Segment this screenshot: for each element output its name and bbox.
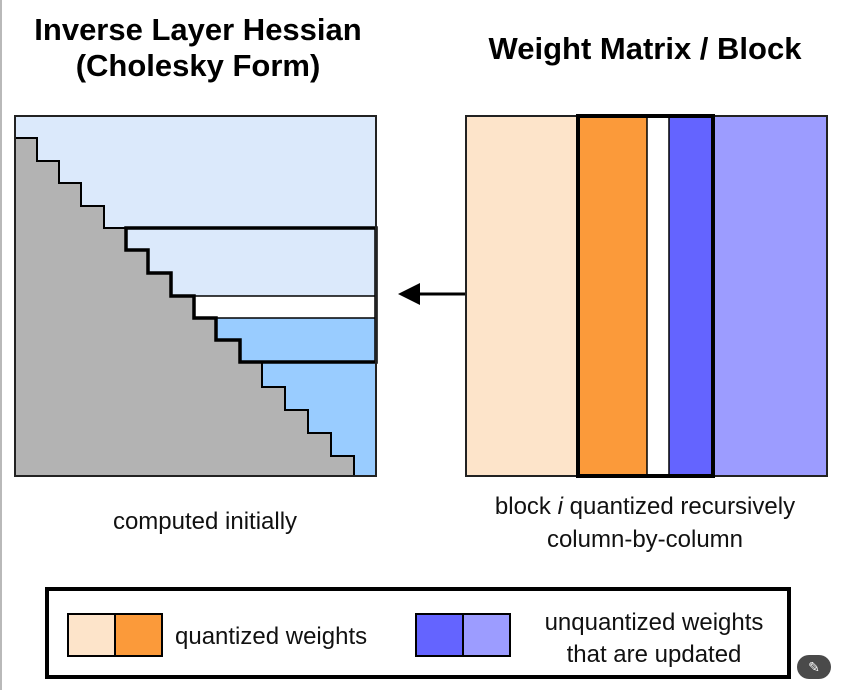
- quantized-columns-region: [466, 116, 578, 476]
- weight-matrix-title: Weight Matrix / Block: [488, 31, 802, 66]
- caption-suffix: quantized recursively: [562, 493, 796, 520]
- unquantized-dark-swatch: [417, 615, 462, 655]
- hessian-title-line1: Inverse Layer Hessian: [34, 12, 362, 47]
- hessian-matrix: [14, 115, 378, 477]
- unquantized-label: unquantized weights that are updated: [525, 607, 783, 671]
- quantized-dark-swatch: [114, 615, 161, 655]
- quantized-block-columns: [578, 116, 647, 476]
- caption-block-index: i: [557, 493, 563, 520]
- weight-caption-line2: column-by-column: [546, 526, 744, 553]
- current-column: [647, 116, 669, 476]
- unquantized-label-line2: that are updated: [566, 641, 742, 668]
- hessian-block-outline: [124, 226, 378, 364]
- hessian-caption: computed initially: [112, 508, 298, 535]
- unquantized-label-line1: unquantized weights: [544, 609, 764, 636]
- hessian-title: Inverse Layer Hessian (Cholesky Form): [8, 12, 388, 84]
- weight-caption-line1: block i quantized recursively: [455, 490, 835, 523]
- weight-matrix: [465, 114, 828, 478]
- unquantized-light-swatch: [462, 615, 509, 655]
- hessian-highlight-lower-band: [216, 318, 376, 362]
- hessian-border: [14, 115, 377, 477]
- quantized-label: quantized weights: [175, 623, 368, 650]
- caption-prefix: block: [494, 493, 558, 520]
- magic-wand-icon: ✎: [808, 658, 820, 675]
- quantized-light-swatch: [69, 615, 114, 655]
- hessian-title-line2: (Cholesky Form): [75, 48, 321, 83]
- hessian-white-row: [194, 296, 376, 318]
- block-i-outline: [576, 114, 715, 478]
- unquantized-block-columns: [669, 116, 713, 476]
- quantized-swatch: [67, 613, 163, 657]
- unquantized-swatch: [415, 613, 511, 657]
- weight-matrix-caption: block i quantized recursively column-by-…: [455, 490, 835, 556]
- magic-wand-button[interactable]: ✎: [797, 655, 831, 679]
- legend-box: quantized weights unquantized weights th…: [45, 587, 791, 679]
- unquantized-columns-region: [713, 116, 827, 476]
